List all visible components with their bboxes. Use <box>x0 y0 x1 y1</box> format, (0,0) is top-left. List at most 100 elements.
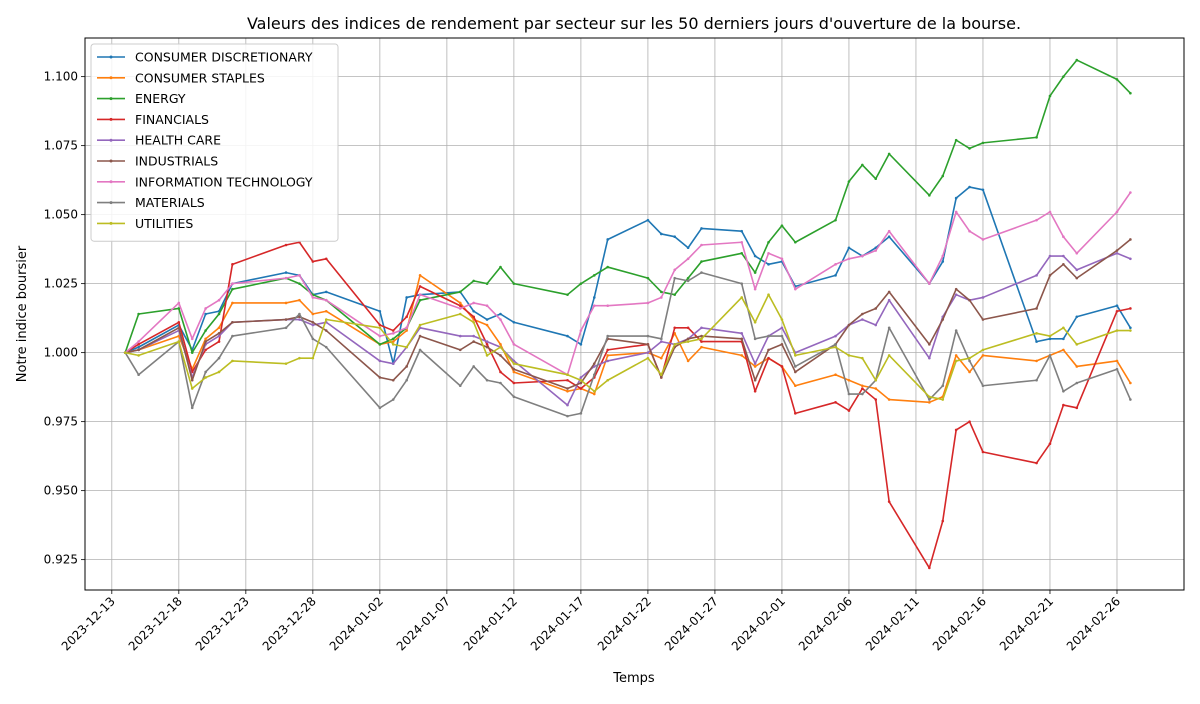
data-point <box>418 323 422 327</box>
chart-title: Valeurs des indices de rendement par sec… <box>247 14 1021 33</box>
data-point <box>1115 359 1119 363</box>
data-point <box>780 326 784 330</box>
series-line <box>125 274 1132 404</box>
data-point <box>834 345 837 349</box>
data-point <box>928 398 931 401</box>
data-point <box>592 304 596 308</box>
data-point <box>231 263 234 266</box>
data-point <box>954 354 958 357</box>
data-point <box>780 343 784 346</box>
data-point <box>1035 359 1038 363</box>
data-point <box>391 337 395 341</box>
data-point <box>968 370 971 374</box>
data-point <box>928 343 931 346</box>
data-point <box>740 240 744 244</box>
data-point <box>1129 91 1132 95</box>
data-point <box>566 414 569 418</box>
data-point <box>566 387 569 390</box>
data-point <box>566 293 569 296</box>
data-point <box>660 296 663 299</box>
data-point <box>231 282 234 285</box>
series-line <box>124 59 1131 354</box>
x-tick-label: 2023-12-18 <box>126 594 185 653</box>
data-point <box>700 260 703 263</box>
data-point <box>794 240 797 244</box>
data-point <box>298 298 301 302</box>
data-point <box>981 296 985 299</box>
data-point <box>1075 406 1079 410</box>
data-point <box>740 332 744 335</box>
data-point <box>324 318 328 321</box>
data-point <box>592 373 596 377</box>
data-point <box>592 274 596 277</box>
data-point <box>1062 254 1065 258</box>
data-point <box>499 343 502 346</box>
data-point <box>1129 381 1132 385</box>
data-point <box>660 356 663 360</box>
x-tick-label: 2023-12-28 <box>260 594 319 653</box>
data-point <box>137 354 140 357</box>
data-point <box>458 307 462 310</box>
plot-frame <box>84 37 1185 591</box>
data-point <box>324 329 328 332</box>
data-point <box>928 194 931 197</box>
data-point <box>700 271 703 274</box>
data-point <box>740 296 744 299</box>
data-point <box>391 343 395 346</box>
series-line <box>124 241 1131 569</box>
data-point <box>794 384 797 388</box>
data-point <box>311 260 315 263</box>
data-point <box>834 274 837 277</box>
data-point <box>1062 326 1065 330</box>
data-point <box>1035 378 1038 382</box>
data-point <box>592 296 596 299</box>
data-point <box>700 340 703 343</box>
data-point <box>405 345 408 349</box>
x-tick-label: 2024-02-26 <box>1064 594 1123 653</box>
data-point <box>1062 263 1065 266</box>
data-point <box>284 301 288 305</box>
data-point <box>1129 307 1132 310</box>
data-point <box>767 240 770 244</box>
data-point <box>458 312 462 316</box>
data-point <box>1035 461 1038 465</box>
data-point <box>981 318 985 321</box>
data-point <box>137 348 140 352</box>
data-point <box>847 246 851 250</box>
data-point <box>928 395 931 399</box>
data-point <box>499 318 502 321</box>
data-point <box>1035 274 1038 277</box>
data-point <box>646 218 650 222</box>
data-point <box>324 309 328 313</box>
data-point <box>753 271 757 274</box>
data-point <box>217 356 221 360</box>
data-point <box>861 318 864 321</box>
data-point <box>941 398 945 401</box>
data-point <box>700 227 703 230</box>
data-point <box>1075 251 1079 255</box>
data-point <box>391 362 395 365</box>
data-point <box>954 138 958 142</box>
data-point <box>1129 238 1132 241</box>
data-point <box>887 500 891 503</box>
x-tick-label: 2024-01-27 <box>662 594 721 653</box>
data-point <box>579 381 583 385</box>
data-point <box>1129 191 1132 194</box>
data-point <box>137 312 140 316</box>
data-point <box>190 387 194 390</box>
x-tick-label: 2024-01-07 <box>394 594 453 653</box>
legend-label: HEALTH CARE <box>135 133 221 148</box>
data-point <box>1035 340 1038 343</box>
data-point <box>861 387 864 390</box>
data-point <box>485 345 489 349</box>
y-tick-label: 1.100 <box>44 70 78 84</box>
data-point <box>499 381 502 385</box>
data-point <box>606 334 609 338</box>
data-point <box>874 323 878 327</box>
data-point <box>767 251 770 255</box>
data-point <box>928 566 931 570</box>
data-point <box>566 334 569 338</box>
x-tick-label: 2024-01-17 <box>528 594 587 653</box>
data-point <box>378 406 382 410</box>
legend-item: MATERIALS <box>97 195 205 210</box>
